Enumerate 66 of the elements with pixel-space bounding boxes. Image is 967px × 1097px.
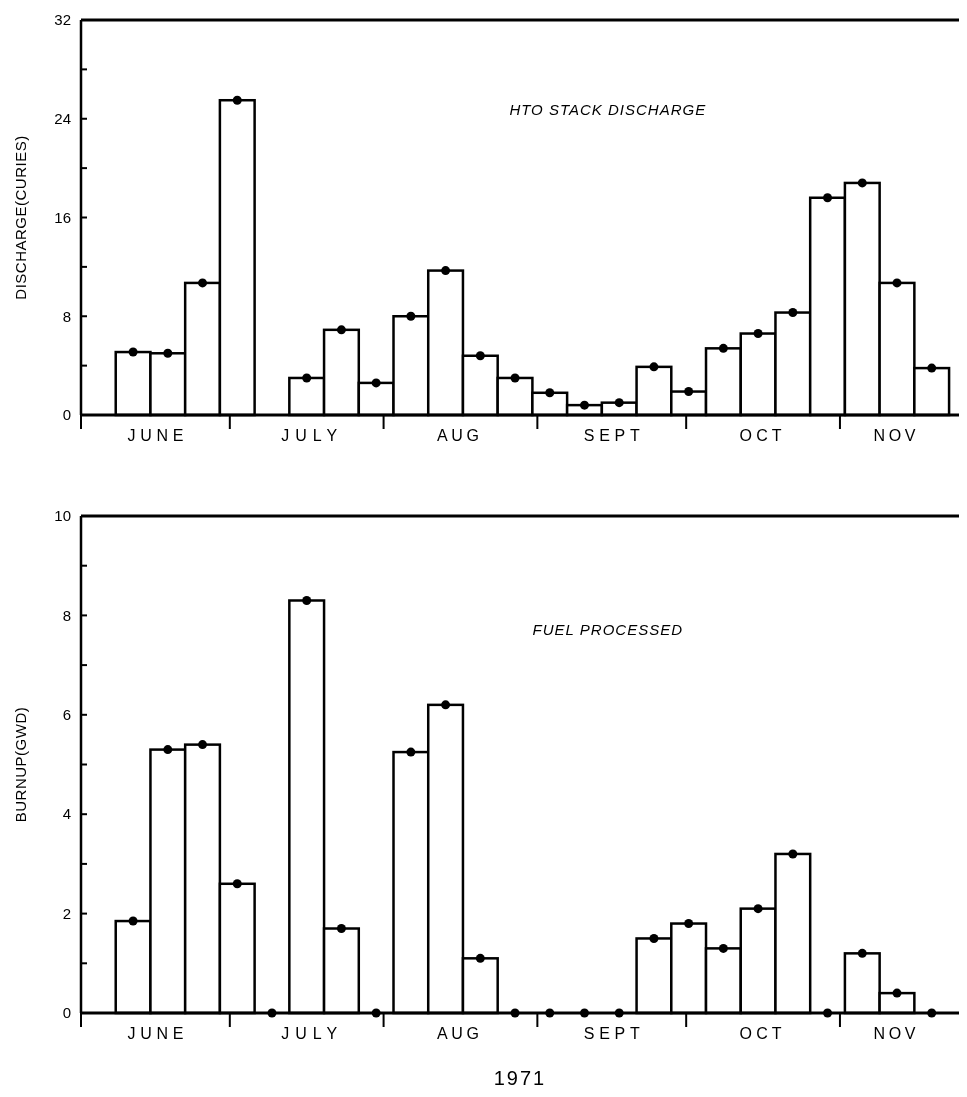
y-tick-label: 0	[62, 406, 71, 424]
x-tick-label: SEPT	[583, 1025, 640, 1042]
point	[614, 398, 624, 408]
x-tick-label: OCT	[739, 1025, 782, 1042]
x-axis-title: 1971	[493, 1067, 547, 1089]
x-tick-label: JULY	[281, 427, 338, 444]
point	[232, 95, 242, 105]
y-axis-title: DISCHARGE(CURIES)	[12, 135, 29, 300]
point	[406, 311, 416, 321]
point	[857, 948, 867, 958]
text: HTO STACK DISCHARGE	[509, 100, 707, 118]
point	[545, 388, 555, 398]
point	[371, 378, 381, 388]
y-tick-label: 8	[62, 307, 71, 325]
point	[649, 362, 659, 372]
x-tick-label: JUNE	[127, 1025, 184, 1042]
point	[441, 700, 451, 710]
point	[927, 363, 937, 373]
point	[163, 745, 173, 755]
y-tick-label: 32	[54, 11, 71, 29]
point	[684, 387, 694, 397]
y-axis-title: BURNUP(GWD)	[12, 706, 29, 823]
x-tick-label: AUG	[436, 427, 479, 444]
point	[406, 747, 416, 757]
point	[892, 988, 902, 998]
y-tick-label: 6	[62, 706, 71, 724]
point	[788, 849, 798, 859]
point	[892, 278, 902, 288]
x-tick-label: SEPT	[583, 427, 640, 444]
point	[128, 916, 138, 926]
point	[753, 904, 763, 914]
y-tick-label: 2	[62, 904, 71, 922]
point	[857, 178, 867, 188]
point	[198, 278, 208, 288]
point	[649, 933, 659, 943]
point	[163, 348, 173, 358]
point	[475, 953, 485, 963]
point	[510, 373, 520, 383]
point	[128, 347, 138, 357]
point	[198, 740, 208, 750]
point	[475, 351, 485, 361]
y-tick-label: 4	[62, 805, 71, 823]
point	[232, 879, 242, 889]
x-tick-label: NOV	[873, 1025, 916, 1042]
x-tick-label: JULY	[281, 1025, 338, 1042]
x-tick-label: NOV	[873, 427, 916, 444]
point	[753, 329, 763, 339]
text: FUEL PROCESSED	[532, 621, 684, 639]
point	[718, 943, 728, 953]
point	[336, 325, 346, 335]
x-tick-label: OCT	[739, 427, 782, 444]
point	[302, 373, 312, 383]
y-tick-label: 24	[54, 110, 71, 127]
y-tick-label: 10	[54, 507, 71, 525]
point	[441, 266, 451, 276]
point	[302, 595, 312, 605]
y-tick-label: 16	[54, 208, 71, 226]
point	[718, 343, 728, 353]
x-tick-label: JUNE	[127, 427, 184, 444]
y-tick-label: 8	[62, 606, 71, 624]
point	[823, 193, 833, 203]
point	[684, 919, 694, 929]
y-tick-label: 0	[62, 1004, 71, 1022]
x-tick-label: AUG	[436, 1025, 479, 1042]
point	[336, 924, 346, 934]
point	[788, 308, 798, 318]
